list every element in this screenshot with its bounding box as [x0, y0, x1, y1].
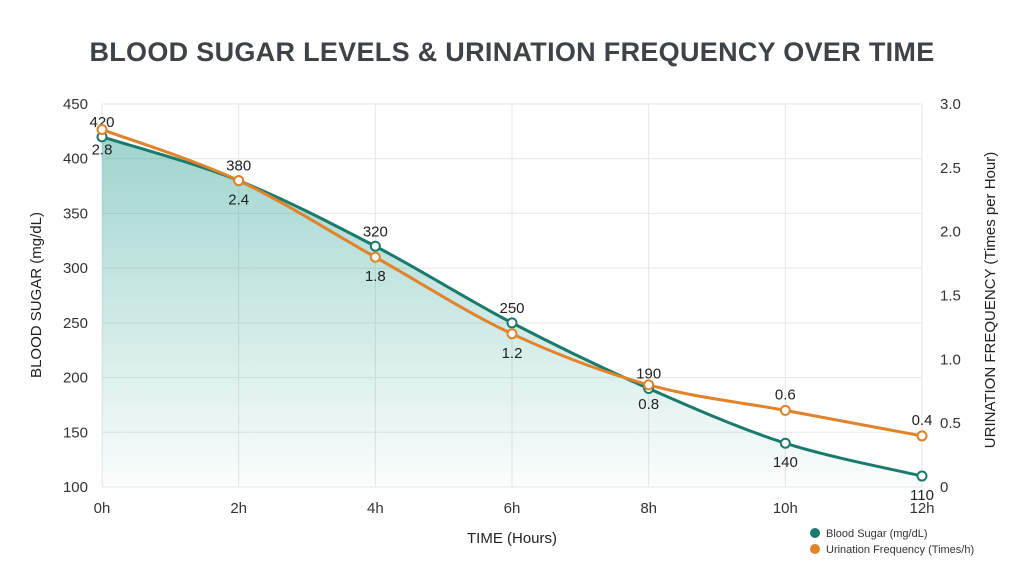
- area-blood-sugar: [102, 136, 922, 488]
- point-urination: [779, 404, 791, 416]
- legend: Blood Sugar (mg/dL) Urination Frequency …: [810, 528, 974, 556]
- y2-tick-label: 1.5: [940, 288, 961, 305]
- data-label-blood-sugar: 420: [89, 114, 114, 131]
- data-label-urination: 2.8: [92, 142, 113, 159]
- y-tick-label: 400: [63, 151, 88, 168]
- x-tick-label: 0h: [94, 500, 111, 517]
- data-label-urination: 1.8: [365, 268, 386, 285]
- y-axis-label: BLOOD SUGAR (mg/dL): [28, 212, 45, 378]
- data-label-urination: 2.4: [228, 192, 249, 209]
- y2-axis-label: URINATION FREQUENCY (Times per Hour): [982, 152, 999, 448]
- data-label-urination: 0.8: [638, 396, 659, 413]
- x-tick-label: 4h: [367, 500, 384, 517]
- point-urination: [643, 379, 655, 391]
- y-tick-label: 150: [63, 424, 88, 441]
- lines-layer: 420 380 320 250 190 140 110 2.8 2.4 1.8 1.2 0.8 0.6 0…: [89, 114, 933, 504]
- y2-tick-label: 3.0: [940, 96, 961, 113]
- data-label-urination: 1.2: [502, 345, 523, 362]
- x-tick-label: 12h: [909, 500, 934, 517]
- point-urination: [506, 328, 518, 340]
- x-tick-label: 10h: [773, 500, 798, 517]
- point-blood-sugar: [779, 437, 791, 449]
- y2-tick-label: 0: [940, 479, 948, 496]
- legend-marker-blood-sugar: [810, 528, 820, 538]
- y2-tick-label: 2.5: [940, 160, 961, 177]
- y-tick-label: 450: [63, 96, 88, 113]
- data-label-urination: 0.4: [912, 412, 933, 429]
- data-label-blood-sugar: 190: [636, 366, 661, 383]
- data-label-blood-sugar: 110: [910, 487, 934, 504]
- point-blood-sugar: [916, 470, 928, 482]
- point-blood-sugar: [369, 240, 381, 252]
- data-label-urination: 0.6: [775, 386, 796, 403]
- legend-label-urination: Urination Frequency (Times/h): [826, 544, 974, 556]
- x-tick-label: 2h: [230, 500, 247, 517]
- point-urination: [233, 175, 245, 187]
- legend-marker-urination: [810, 544, 820, 554]
- point-blood-sugar: [506, 317, 518, 329]
- area-layer: [102, 136, 922, 488]
- y-tick-label: 350: [63, 205, 88, 222]
- point-urination: [916, 430, 928, 442]
- x-tick-label: 6h: [504, 500, 521, 517]
- y-tick-label: 300: [63, 260, 88, 277]
- y2-tick-label: 0.5: [940, 415, 961, 432]
- x-axis-label: TIME (Hours): [467, 530, 557, 547]
- y2-tick-label: 1.0: [940, 351, 961, 368]
- data-label-blood-sugar: 140: [773, 454, 798, 471]
- data-label-blood-sugar: 320: [363, 223, 388, 240]
- data-label-blood-sugar: 250: [499, 300, 524, 317]
- y-tick-label: 100: [63, 479, 88, 496]
- y-tick-label: 250: [63, 315, 88, 332]
- y2-tick-label: 2.0: [940, 224, 961, 241]
- point-urination: [369, 251, 381, 263]
- y-tick-label: 200: [63, 370, 88, 387]
- x-tick-label: 8h: [640, 500, 657, 517]
- ticks-layer: 100 150 200 250 300 350 400 450 0 0.5 1.0 1.5 2.0 2.5…: [63, 96, 961, 517]
- point-urination: [96, 124, 108, 136]
- legend-label-blood-sugar: Blood Sugar (mg/dL): [826, 528, 928, 540]
- chart-title: BLOOD SUGAR LEVELS & URINATION FREQUENCY…: [89, 37, 934, 67]
- data-label-blood-sugar: 380: [226, 158, 251, 175]
